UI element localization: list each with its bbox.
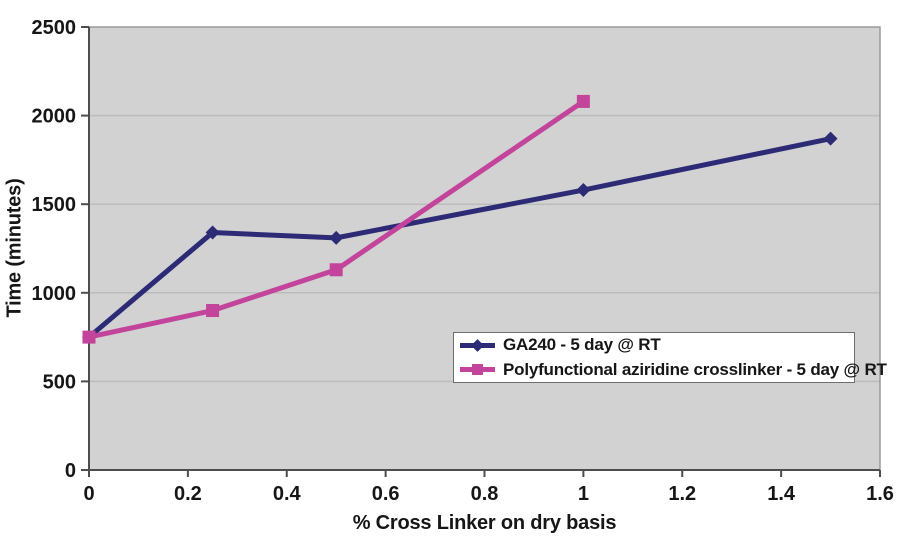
y-axis-title: Time (minutes) bbox=[3, 178, 26, 318]
data-point-diamond bbox=[329, 230, 344, 245]
x-tick-label: 0.8 bbox=[471, 483, 499, 505]
x-axis-title: % Cross Linker on dry basis bbox=[352, 512, 617, 534]
x-tick-label: 0.6 bbox=[372, 483, 400, 505]
legend-marker-diamond-icon bbox=[459, 334, 496, 357]
legend-item-aziridine: Polyfunctional aziridine crosslinker - 5… bbox=[459, 358, 887, 381]
legend-item-ga240: GA240 - 5 day @ RT bbox=[459, 334, 854, 357]
x-tick-label: 1.2 bbox=[668, 483, 696, 505]
data-point-diamond bbox=[576, 183, 591, 198]
plot-area bbox=[89, 27, 880, 470]
legend-label-aziridine: Polyfunctional aziridine crosslinker - 5… bbox=[503, 359, 887, 379]
y-tick-label: 2000 bbox=[32, 106, 77, 128]
y-tick-label: 1000 bbox=[32, 283, 77, 305]
data-point-diamond bbox=[823, 131, 838, 146]
data-point-square bbox=[82, 330, 96, 344]
data-point-square bbox=[206, 304, 220, 318]
legend-label-ga240: GA240 - 5 day @ RT bbox=[503, 335, 661, 355]
y-tick-label: 2500 bbox=[32, 17, 77, 39]
square-marker-icon bbox=[472, 364, 483, 376]
data-point-square bbox=[576, 94, 590, 108]
y-tick-label: 0 bbox=[65, 460, 76, 482]
series-line-1 bbox=[86, 98, 586, 340]
data-point-diamond bbox=[205, 225, 220, 240]
x-tick-label: 0 bbox=[83, 483, 94, 505]
x-tick-label: 1.4 bbox=[767, 483, 796, 505]
x-tick-label: 0.4 bbox=[273, 483, 302, 505]
data-point-square bbox=[329, 263, 343, 277]
legend: GA240 - 5 day @ RT Polyfunctional azirid… bbox=[453, 332, 887, 383]
x-tick-label: 1 bbox=[578, 483, 589, 505]
x-tick-label: 1.6 bbox=[866, 483, 894, 505]
legend-marker-square-icon bbox=[459, 358, 496, 381]
y-tick-label: 1500 bbox=[32, 194, 77, 216]
y-tick-label: 500 bbox=[43, 371, 76, 393]
x-tick-label: 0.2 bbox=[174, 483, 202, 505]
diamond-marker-icon bbox=[471, 338, 484, 352]
